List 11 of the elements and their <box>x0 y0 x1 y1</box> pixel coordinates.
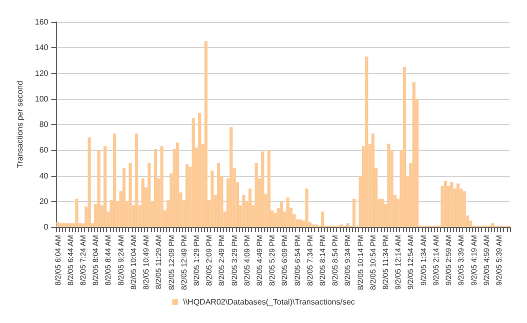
y-tick-label: 160 <box>34 18 49 26</box>
y-tick-label: 100 <box>34 94 49 104</box>
y-tick-label: 0 <box>44 222 49 232</box>
y-tick-label: 80 <box>39 120 49 129</box>
y-tick-label: 120 <box>34 68 49 78</box>
y-tick-label: 60 <box>39 146 49 155</box>
y-tick-label: 40 <box>39 171 49 180</box>
y-tick-label: 20 <box>39 196 49 206</box>
y-tick-label: 140 <box>34 43 49 52</box>
y-axis-title: Transactions per second <box>16 80 24 168</box>
legend-label: \\HQDAR02\Databases(_Total)\Transactions/sec <box>183 298 355 306</box>
